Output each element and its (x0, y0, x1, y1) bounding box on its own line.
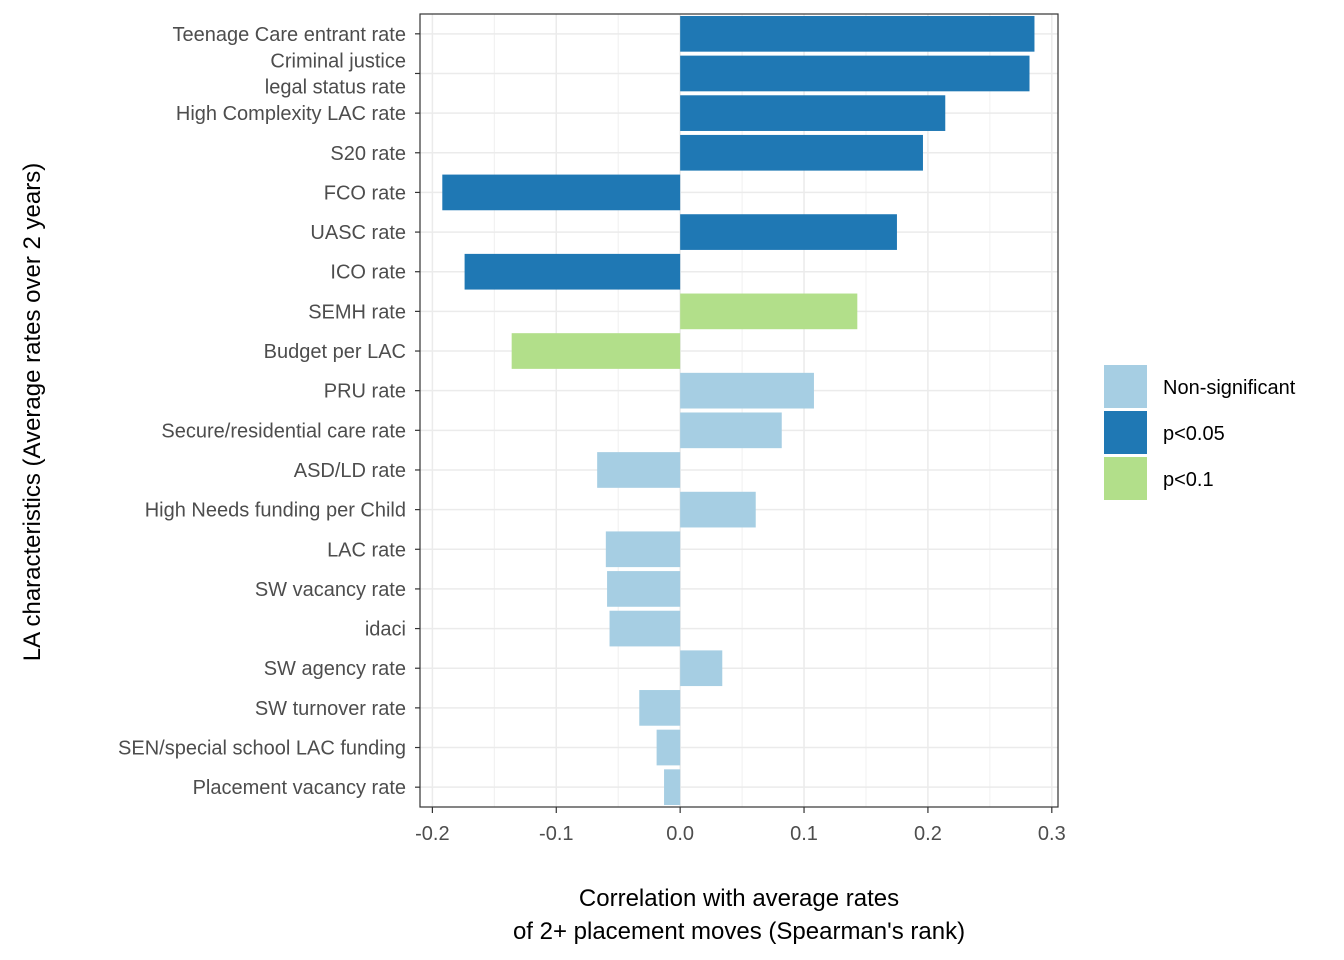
bar (511, 333, 681, 369)
y-tick-label: Criminal justice legal status rate (265, 50, 406, 98)
bar (680, 55, 1030, 92)
y-tick-label: High Complexity LAC rate (176, 103, 406, 125)
y-tick-label: S20 rate (330, 143, 406, 165)
x-axis: -0.2 -0.1 0.0 0.1 0.2 0.3 (415, 807, 1066, 845)
bar (680, 134, 923, 171)
x-tick-label: -0.1 (539, 823, 573, 845)
y-tick-label: SW vacancy rate (255, 579, 406, 601)
legend-label: p<0.1 (1163, 469, 1214, 491)
bar (680, 95, 946, 131)
bar (656, 729, 681, 766)
y-tick-label: Budget per LAC (264, 341, 406, 363)
bar (680, 412, 782, 449)
y-tick-label: FCO rate (324, 182, 406, 204)
y-tick-label: SW agency rate (264, 658, 406, 680)
bar (680, 293, 858, 330)
y-tick-label: Secure/residential care rate (161, 420, 406, 442)
plot-panel-border (419, 13, 1059, 808)
x-axis-title-line-2: of 2+ placement moves (Spearman's rank) (513, 918, 965, 945)
bar (609, 610, 681, 647)
y-tick-label: Teenage Care entrant rate (173, 24, 407, 46)
plot-background (420, 14, 1058, 807)
legend-key (1104, 365, 1147, 408)
y-tick-label: LAC rate (327, 539, 406, 561)
y-tick-label: PRU rate (324, 381, 406, 403)
bar (605, 531, 681, 568)
y-tick-label: UASC rate (310, 222, 406, 244)
bar (597, 452, 681, 488)
bar (680, 15, 1035, 52)
y-tick-label: idaci (365, 619, 406, 641)
legend-label: Non-significant (1163, 377, 1296, 399)
legend-label: p<0.05 (1163, 423, 1225, 445)
y-tick-label: ASD/LD rate (294, 460, 406, 482)
x-tick-label: -0.2 (415, 823, 449, 845)
bar (639, 690, 681, 726)
y-axis-title: LA characteristics (Average rates over 2… (19, 163, 46, 661)
legend: Non-significant p<0.05 p<0.1 (1104, 365, 1296, 500)
y-tick-label: High Needs funding per Child (145, 500, 406, 522)
bar (607, 571, 681, 607)
y-tick-label: ICO rate (330, 262, 406, 284)
bar (464, 253, 681, 290)
bar (680, 214, 897, 250)
gridlines (420, 14, 1058, 807)
legend-key (1104, 457, 1147, 500)
y-axis: Teenage Care entrant rate Criminal justic… (118, 24, 420, 799)
y-tick-label: SEN/special school LAC funding (118, 738, 406, 760)
x-tick-label: 0.2 (914, 823, 942, 845)
bar (680, 650, 723, 687)
y-tick-label: SEMH rate (308, 301, 406, 323)
x-axis-title-line-1: Correlation with average rates (579, 885, 899, 912)
x-tick-label: 0.1 (790, 823, 818, 845)
bar (442, 174, 681, 211)
legend-key (1104, 411, 1147, 454)
y-tick-label: SW turnover rate (255, 698, 406, 720)
bar (664, 769, 681, 806)
bar (680, 372, 814, 409)
y-tick-label: Placement vacancy rate (193, 777, 406, 799)
bar (680, 491, 756, 528)
bars (442, 15, 1035, 806)
x-tick-label: 0.0 (666, 823, 694, 845)
x-tick-label: 0.3 (1038, 823, 1066, 845)
